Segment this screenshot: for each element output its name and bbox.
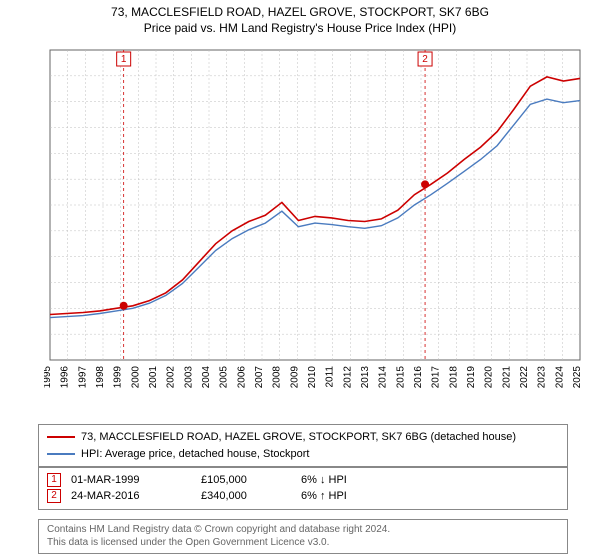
svg-text:2020: 2020 <box>484 366 495 389</box>
svg-text:1998: 1998 <box>95 366 106 389</box>
svg-text:2007: 2007 <box>254 366 265 389</box>
sale-badge-num: 2 <box>51 491 57 501</box>
svg-text:1996: 1996 <box>60 366 71 389</box>
svg-text:2016: 2016 <box>413 366 424 389</box>
svg-text:2023: 2023 <box>537 366 548 389</box>
sale-date: 01-MAR-1999 <box>71 474 191 486</box>
footer-line-1: Contains HM Land Registry data © Crown c… <box>47 523 559 536</box>
svg-text:2001: 2001 <box>148 366 159 389</box>
svg-text:2000: 2000 <box>130 366 141 389</box>
svg-text:1999: 1999 <box>113 366 124 389</box>
svg-text:2022: 2022 <box>519 366 530 389</box>
sale-price: £340,000 <box>201 490 291 502</box>
svg-text:2008: 2008 <box>272 366 283 389</box>
svg-text:2004: 2004 <box>201 366 212 389</box>
title-line-2: Price paid vs. HM Land Registry's House … <box>0 20 600 36</box>
sales-table: 1 01-MAR-1999 £105,000 6% ↓ HPI 2 24-MAR… <box>38 466 568 510</box>
legend-label-2: HPI: Average price, detached house, Stoc… <box>81 446 310 463</box>
sale-badge-2: 2 <box>47 489 61 503</box>
svg-text:2005: 2005 <box>219 366 230 389</box>
svg-text:2010: 2010 <box>307 366 318 389</box>
chart-title-block: 73, MACCLESFIELD ROAD, HAZEL GROVE, STOC… <box>0 0 600 36</box>
footer-attribution: Contains HM Land Registry data © Crown c… <box>38 519 568 554</box>
svg-text:2019: 2019 <box>466 366 477 389</box>
footer-line-2: This data is licensed under the Open Gov… <box>47 536 559 549</box>
svg-text:2025: 2025 <box>572 366 583 389</box>
svg-text:2006: 2006 <box>236 366 247 389</box>
legend-label-1: 73, MACCLESFIELD ROAD, HAZEL GROVE, STOC… <box>81 429 516 446</box>
svg-text:1: 1 <box>121 54 127 65</box>
sale-price: £105,000 <box>201 474 291 486</box>
sale-badge-1: 1 <box>47 473 61 487</box>
legend-box: 73, MACCLESFIELD ROAD, HAZEL GROVE, STOC… <box>38 424 568 468</box>
svg-text:2017: 2017 <box>431 366 442 389</box>
svg-text:2013: 2013 <box>360 366 371 389</box>
svg-text:2: 2 <box>422 54 428 65</box>
sale-change: 6% ↓ HPI <box>301 474 401 486</box>
svg-text:1997: 1997 <box>77 366 88 389</box>
sale-row: 2 24-MAR-2016 £340,000 6% ↑ HPI <box>47 489 559 503</box>
legend-row: HPI: Average price, detached house, Stoc… <box>47 446 559 463</box>
svg-text:1995: 1995 <box>44 366 53 389</box>
svg-text:2002: 2002 <box>166 366 177 389</box>
svg-text:2021: 2021 <box>501 366 512 389</box>
svg-text:2012: 2012 <box>342 366 353 389</box>
sale-change: 6% ↑ HPI <box>301 490 401 502</box>
sale-date: 24-MAR-2016 <box>71 490 191 502</box>
svg-text:2014: 2014 <box>378 366 389 389</box>
svg-text:2024: 2024 <box>554 366 565 389</box>
price-chart: £0£50K£100K£150K£200K£250K£300K£350K£400… <box>44 44 584 412</box>
chart-container: 73, MACCLESFIELD ROAD, HAZEL GROVE, STOC… <box>0 0 600 560</box>
legend-swatch-1 <box>47 436 75 438</box>
title-line-1: 73, MACCLESFIELD ROAD, HAZEL GROVE, STOC… <box>0 4 600 20</box>
svg-text:2011: 2011 <box>325 366 336 388</box>
svg-text:2015: 2015 <box>395 366 406 389</box>
sale-row: 1 01-MAR-1999 £105,000 6% ↓ HPI <box>47 473 559 487</box>
svg-text:2003: 2003 <box>183 366 194 389</box>
legend-swatch-2 <box>47 453 75 455</box>
sale-badge-num: 1 <box>51 475 57 485</box>
legend-row: 73, MACCLESFIELD ROAD, HAZEL GROVE, STOC… <box>47 429 559 446</box>
svg-text:2018: 2018 <box>448 366 459 389</box>
svg-text:2009: 2009 <box>289 366 300 389</box>
